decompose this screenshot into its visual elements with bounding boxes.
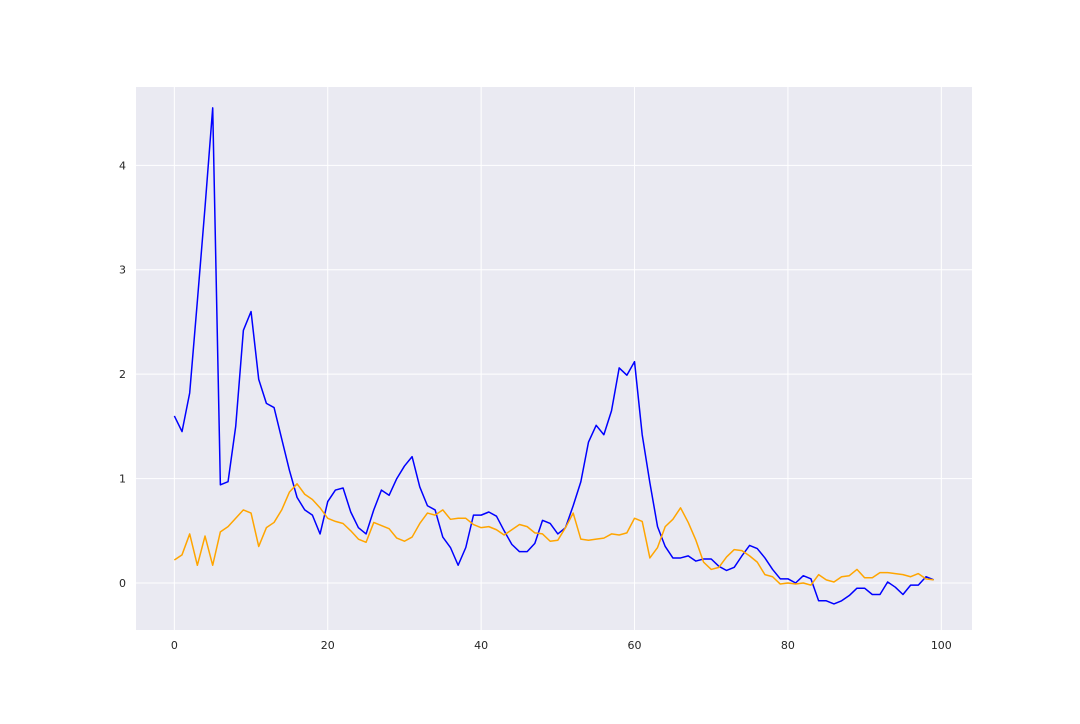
x-tick-label: 60 bbox=[628, 639, 642, 652]
x-tick-label: 80 bbox=[781, 639, 795, 652]
series-lines bbox=[173, 107, 934, 605]
grid bbox=[136, 87, 972, 630]
y-tick-label: 3 bbox=[119, 264, 126, 277]
x-tick-label: 0 bbox=[171, 639, 178, 652]
tick-labels: 0 20 40 60 80 100 0 1 2 3 4 bbox=[119, 159, 952, 652]
y-tick-label: 2 bbox=[119, 368, 126, 381]
y-tick-label: 4 bbox=[119, 159, 126, 172]
x-tick-label: 20 bbox=[321, 639, 335, 652]
y-tick-label: 1 bbox=[119, 473, 126, 486]
series-line-2 bbox=[173, 483, 934, 586]
y-tick-label: 0 bbox=[119, 577, 126, 590]
series-line-1 bbox=[173, 107, 934, 605]
x-tick-label: 100 bbox=[931, 639, 952, 652]
x-tick-label: 40 bbox=[474, 639, 488, 652]
plot-background bbox=[136, 87, 972, 630]
